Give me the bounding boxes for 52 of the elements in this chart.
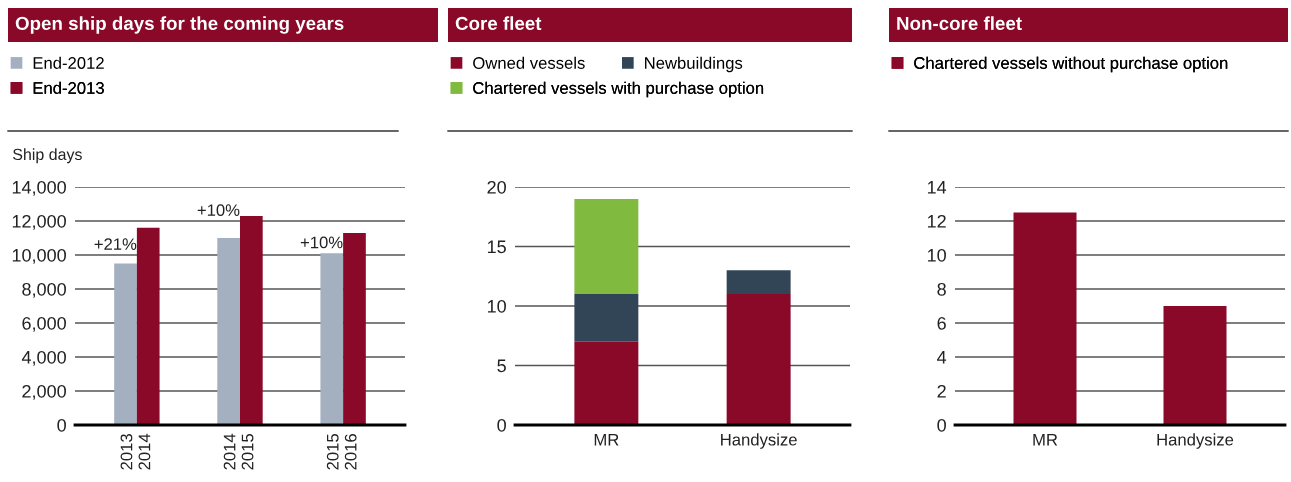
x-tick-label: 2015 2016 xyxy=(326,434,357,470)
y-tick-label: 0 xyxy=(57,418,66,432)
annotation: +10% xyxy=(300,236,343,249)
bar xyxy=(136,227,160,425)
legend-label: Owned vessels xyxy=(473,56,585,69)
y-axis-title: Ship days xyxy=(13,148,82,164)
y-tick-label: 6,000 xyxy=(22,316,66,332)
y-tick-label: 2,000 xyxy=(22,384,66,400)
legend-label: Chartered vessels without purchase option xyxy=(914,56,1228,73)
y-tick-label: 5 xyxy=(497,359,506,373)
legend-label: Newbuildings xyxy=(645,56,743,73)
bar xyxy=(240,215,263,425)
y-tick-label: 10,000 xyxy=(12,248,66,264)
y-tick-label: 4,000 xyxy=(21,350,66,366)
y-tick-label: 15 xyxy=(487,240,506,254)
y-tick-label: 6 xyxy=(937,316,946,330)
bar xyxy=(343,232,366,425)
y-tick-label: 8 xyxy=(937,282,946,296)
chart-title: Core fleet xyxy=(455,16,542,31)
legend-label: End-2013 xyxy=(33,81,104,94)
x-tick-label: 2014 2015 xyxy=(223,433,254,470)
legend-label: End-2012 xyxy=(33,56,104,69)
y-tick-label: 14 xyxy=(927,181,947,194)
x-tick-label: MR xyxy=(594,433,619,446)
chart-title: Open ship days for the coming years xyxy=(15,16,344,34)
x-tick-label: 2013 2014 xyxy=(120,433,151,470)
y-tick-label: 0 xyxy=(497,418,506,432)
chart-title: Non-core fleet xyxy=(897,16,1022,31)
y-tick-label: 8,000 xyxy=(22,282,66,298)
x-tick-label: MR xyxy=(1033,433,1058,446)
bar xyxy=(574,198,639,295)
x-tick-label: Handysize xyxy=(721,433,797,449)
annotation: +21% xyxy=(94,238,137,250)
bar xyxy=(726,294,791,425)
bar xyxy=(320,253,344,425)
bar xyxy=(726,270,791,295)
bar xyxy=(574,341,639,425)
annotation: +10% xyxy=(197,204,240,217)
bar xyxy=(217,238,240,425)
y-tick-label: 0 xyxy=(937,418,946,432)
y-tick-label: 20 xyxy=(487,180,506,194)
y-tick-label: 12,000 xyxy=(12,214,66,230)
bar xyxy=(114,263,137,425)
y-tick-label: 4 xyxy=(937,351,947,364)
x-tick-label: Handysize xyxy=(1157,433,1234,449)
y-tick-label: 10 xyxy=(927,248,946,262)
y-tick-label: 2 xyxy=(937,384,946,398)
bar xyxy=(574,294,639,342)
y-tick-label: 14,000 xyxy=(12,180,66,196)
legend-label: Chartered vessels with purchase option xyxy=(473,81,764,98)
y-tick-label: 12 xyxy=(927,214,946,228)
y-tick-label: 10 xyxy=(487,299,506,313)
